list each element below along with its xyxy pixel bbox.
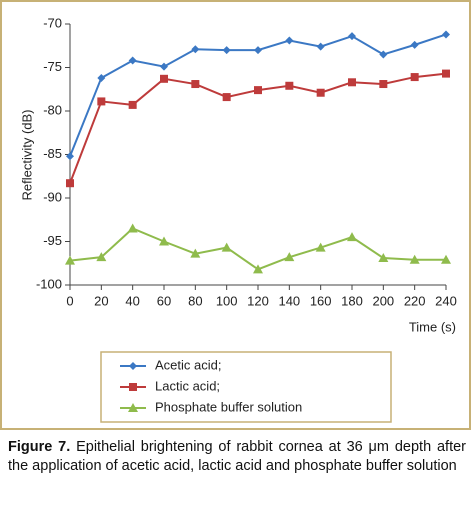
marker: [285, 36, 294, 45]
marker: [191, 80, 200, 89]
marker: [315, 242, 326, 252]
marker: [222, 46, 231, 55]
marker: [442, 30, 450, 39]
y-tick-label: -75: [43, 59, 62, 74]
legend-marker: [129, 383, 137, 391]
marker: [97, 97, 106, 106]
y-tick-label: -85: [43, 146, 62, 161]
marker: [254, 46, 262, 55]
marker: [348, 78, 356, 87]
marker: [409, 254, 420, 264]
marker: [348, 32, 356, 41]
marker: [128, 56, 137, 65]
marker: [284, 252, 295, 262]
y-tick-label: -70: [43, 15, 62, 30]
y-tick-label: -100: [36, 276, 62, 291]
marker: [127, 223, 138, 233]
figure-frame: [0, 0, 471, 430]
marker: [442, 69, 450, 78]
legend-label: Acetic acid;: [155, 357, 221, 372]
x-tick-label: 200: [372, 293, 394, 308]
caption: Figure 7. Epithelial brightening of rabb…: [8, 438, 466, 476]
marker: [66, 179, 74, 188]
x-tick-label: 240: [435, 293, 457, 308]
y-tick-label: -90: [43, 189, 62, 204]
marker: [254, 86, 262, 95]
marker: [96, 252, 107, 262]
caption-text: Epithelial brightening of rabbit cornea …: [8, 439, 466, 474]
marker: [285, 81, 294, 90]
x-tick-label: 0: [66, 293, 73, 308]
marker: [253, 264, 263, 274]
marker: [379, 50, 388, 59]
chart: Reflectivity (dB) Time (s) -100 -95 -90 -85…: [0, 0, 471, 430]
marker: [97, 73, 106, 82]
caption-label: Figure 7.: [8, 439, 71, 455]
x-tick-label: 160: [310, 293, 332, 308]
y-tick-label: -95: [43, 233, 62, 248]
marker: [410, 40, 419, 49]
y-tick-label: -80: [43, 102, 62, 117]
x-tick-label: 100: [216, 293, 238, 308]
marker: [191, 45, 200, 54]
marker: [441, 254, 451, 264]
legend-label: Lactic acid;: [155, 378, 220, 393]
x-tick-label: 140: [278, 293, 300, 308]
x-tick-label: 220: [404, 293, 426, 308]
marker: [379, 80, 388, 89]
x-tick-label: 20: [94, 293, 108, 308]
legend-marker: [128, 403, 138, 412]
marker: [347, 232, 357, 242]
marker: [66, 152, 74, 161]
marker: [65, 255, 75, 265]
x-tick-label: 80: [188, 293, 202, 308]
marker: [221, 242, 232, 252]
x-tick-label: 120: [247, 293, 269, 308]
x-tick-label: 180: [341, 293, 363, 308]
marker: [316, 42, 325, 51]
legend-frame: [100, 351, 392, 423]
marker: [378, 253, 389, 263]
marker: [128, 100, 137, 109]
marker: [160, 62, 168, 71]
x-axis-label: Time (s): [409, 319, 456, 334]
x-tick-label: 40: [125, 293, 139, 308]
legend-label: Phosphate buffer solution: [155, 399, 302, 414]
marker: [410, 73, 419, 82]
marker: [159, 236, 169, 246]
marker: [316, 88, 325, 97]
x-tick-label: 60: [157, 293, 171, 308]
y-axis-label: Reflectivity (dB): [19, 109, 34, 200]
marker: [160, 74, 168, 83]
legend-marker: [129, 362, 137, 370]
marker: [190, 248, 201, 258]
marker: [222, 93, 231, 102]
